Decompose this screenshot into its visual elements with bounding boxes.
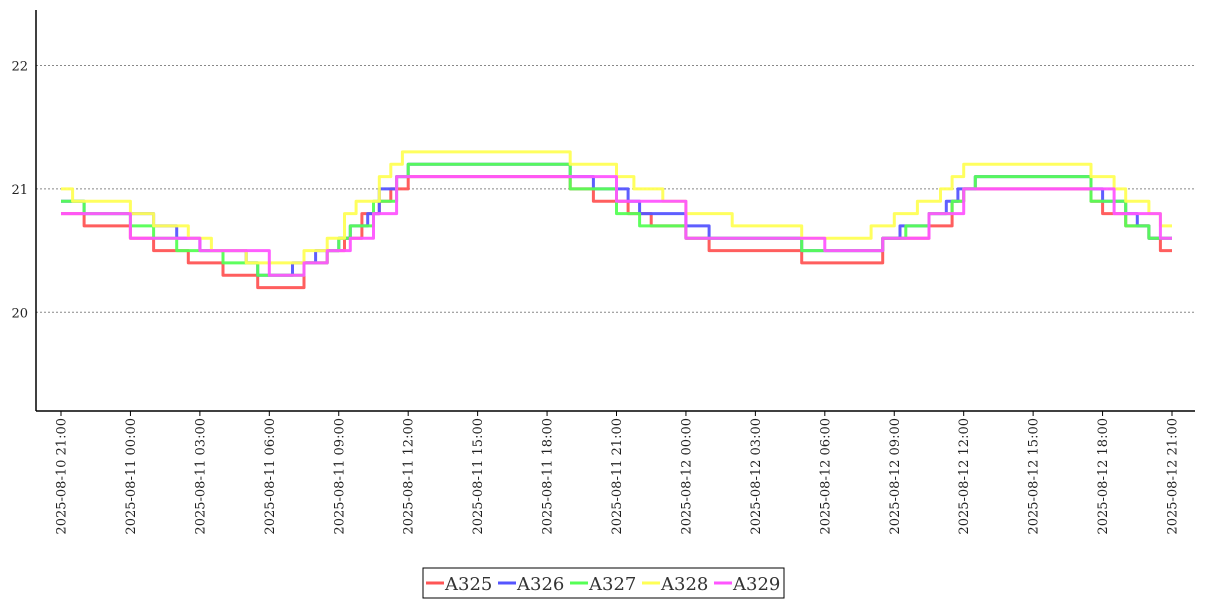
x-tick-label: 2025-08-11 15:00 [471,418,486,535]
x-tick-label: 2025-08-12 12:00 [957,418,972,535]
x-tick-label: 2025-08-12 03:00 [749,418,764,535]
x-tick-label: 2025-08-11 06:00 [263,418,278,535]
series-lines [61,150,1172,290]
x-tick-label: 2025-08-12 00:00 [679,418,694,535]
legend-label-a327: A327 [588,574,636,595]
x-tick-label: 2025-08-11 00:00 [124,418,139,535]
x-tick-label: 2025-08-11 12:00 [402,418,417,535]
x-tick-label: 2025-08-10 21:00 [55,418,70,535]
legend: A325 A326 A327 A328 A329 [422,567,785,599]
x-tick-label: 2025-08-11 03:00 [193,418,208,535]
x-tick-label: 2025-08-11 21:00 [610,418,625,535]
x-tick-label: 2025-08-12 06:00 [818,418,833,535]
y-tick-label: 20 [11,306,28,321]
legend-label-a329: A329 [732,574,780,595]
legend-label-a325: A325 [444,574,492,595]
x-tick-label: 2025-08-12 15:00 [1027,418,1042,535]
x-tick-labels: 2025-08-10 21:00 2025-08-11 00:00 2025-08-… [55,411,1181,535]
y-tick-labels: 20 21 22 [11,60,28,322]
legend-label-a326: A326 [516,574,564,595]
y-tick-label: 21 [11,183,28,198]
x-tick-label: 2025-08-11 09:00 [332,418,347,535]
x-tick-label: 2025-08-12 21:00 [1166,418,1181,535]
axes [35,10,1195,412]
series-line-a329 [61,175,1172,277]
y-tick-label: 22 [11,60,28,75]
x-tick-label: 2025-08-12 18:00 [1096,418,1111,535]
x-tick-label: 2025-08-11 18:00 [541,418,556,535]
series-line-a328 [61,150,1172,265]
x-tick-label: 2025-08-12 09:00 [888,418,903,535]
legend-label-a328: A328 [660,574,708,595]
